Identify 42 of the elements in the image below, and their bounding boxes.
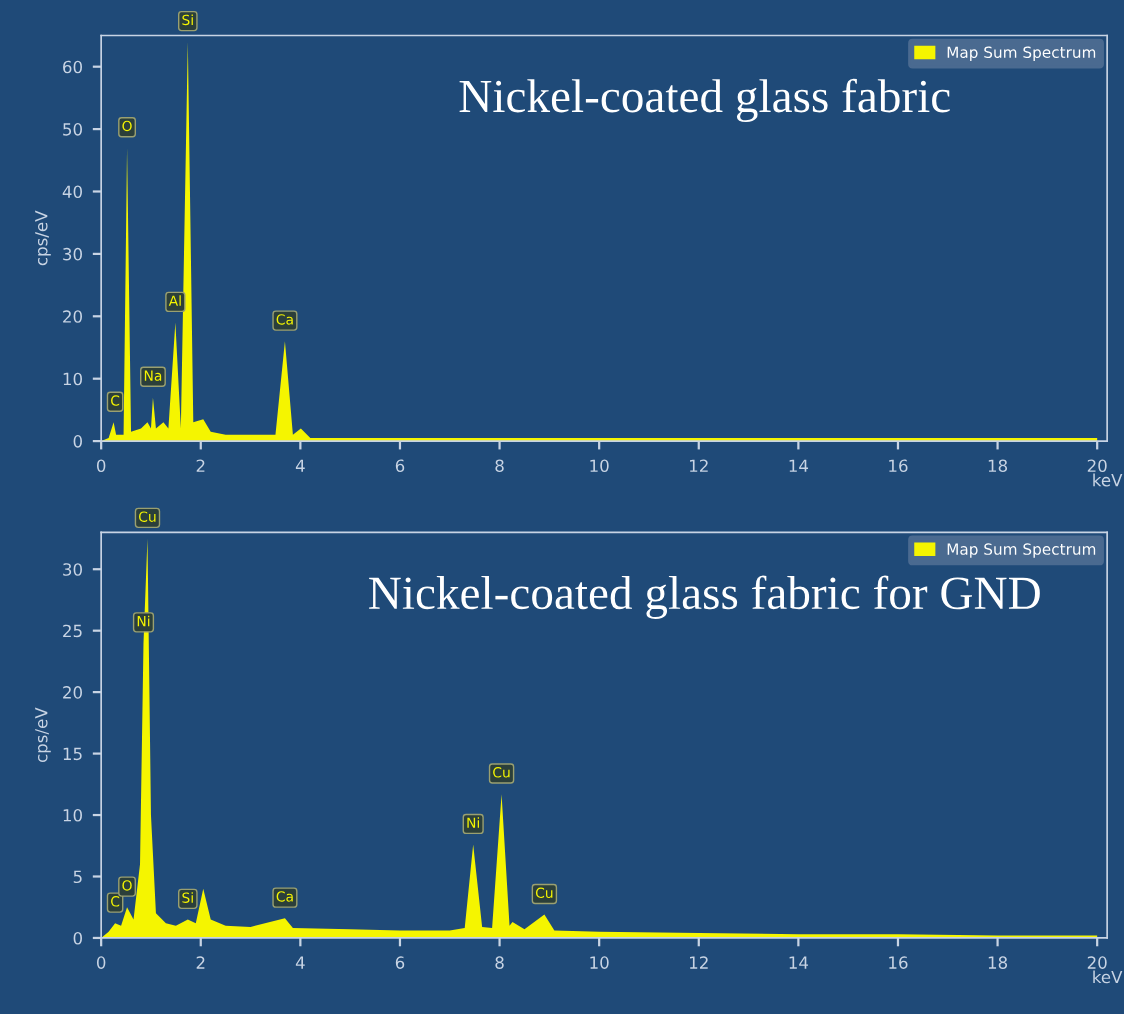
y-tick-label: 10	[63, 372, 82, 386]
x-tick-label: 16	[889, 459, 908, 473]
x-tick-label: 18	[988, 956, 1008, 969]
x-tick-label: 20	[1087, 956, 1107, 969]
y-tick-label: 0	[73, 435, 82, 448]
x-tick-label: 8	[495, 956, 504, 969]
y-tick-label: 40	[62, 185, 82, 199]
y-tick-label: 20	[63, 686, 82, 699]
x-tick-label: 10	[590, 459, 609, 473]
x-tick-label: 20	[1087, 459, 1107, 473]
x-tick-label: 0	[96, 459, 106, 473]
x-tick-label: 6	[395, 956, 405, 969]
x-tick-label: 8	[495, 459, 504, 473]
y-tick-label: 30	[63, 563, 82, 576]
y-axis-title: cps/eV	[35, 707, 51, 763]
x-tick-label: 4	[295, 956, 305, 969]
y-tick-label: 10	[63, 809, 82, 822]
y-tick-label: 15	[63, 747, 82, 761]
y-tick-label: 60	[63, 60, 82, 74]
x-tick-label: 14	[789, 956, 809, 969]
text: Nickel-coated glass fabric	[459, 78, 950, 123]
x-tick-label: 14	[789, 459, 809, 472]
x-tick-label: 2	[196, 956, 205, 969]
x-tick-label: 10	[590, 956, 609, 969]
y-axis-title: cps/eV	[35, 210, 51, 266]
y-tick-label: 0	[73, 931, 82, 945]
y-tick-label: 20	[63, 310, 82, 323]
x-axis-title: keV	[1093, 473, 1123, 487]
x-axis-title: keV	[1093, 970, 1123, 984]
x-tick-label: 16	[889, 956, 908, 969]
x-tick-label: 12	[690, 956, 708, 969]
x-tick-label: 0	[96, 956, 106, 969]
x-tick-label: 4	[295, 459, 305, 472]
text: Nickel-coated glass fabric for GND	[369, 575, 1040, 619]
y-tick-label: 50	[63, 123, 82, 136]
x-tick-label: 6	[395, 459, 405, 473]
x-tick-label: 18	[988, 459, 1008, 473]
x-tick-label: 12	[690, 459, 708, 472]
y-tick-label: 30	[63, 247, 82, 261]
y-tick-label: 25	[63, 624, 82, 638]
x-tick-label: 2	[196, 459, 205, 472]
y-tick-label: 5	[73, 870, 82, 884]
